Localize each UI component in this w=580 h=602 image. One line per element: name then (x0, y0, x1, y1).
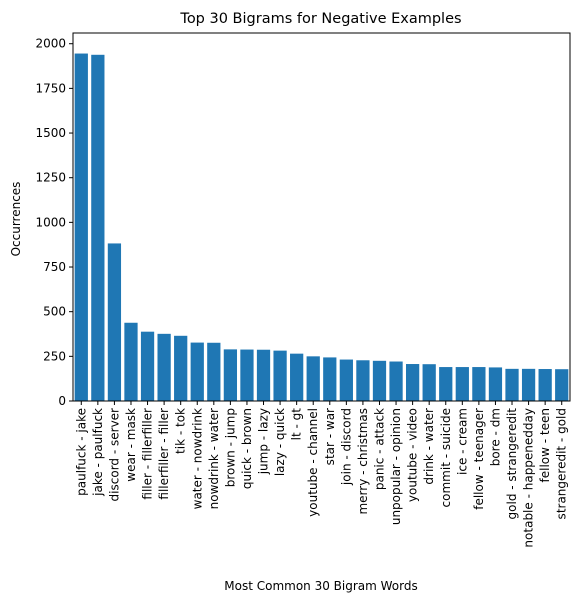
x-tick-label: youtube - channel (306, 408, 320, 517)
bar (307, 356, 320, 401)
bar (539, 369, 552, 401)
bars-group (75, 54, 569, 401)
bar (124, 323, 137, 401)
bar (91, 55, 104, 401)
x-tick-label: join - discord (339, 408, 353, 486)
x-axis-label: Most Common 30 Bigram Words (224, 579, 417, 593)
x-tick-label: jake - paulfuck (91, 408, 105, 497)
x-tick-label: drink - water (422, 408, 436, 485)
bar (108, 243, 121, 401)
x-tick-label: youtube - video (406, 408, 420, 502)
bar (273, 351, 286, 401)
x-tick-label: water - nowdrink (190, 408, 204, 509)
x-tick-label: quick - brown (240, 408, 254, 489)
bar (555, 369, 568, 401)
x-tick-label: paulfuck - jake (74, 408, 88, 496)
bar (224, 349, 237, 401)
x-tick-label: star - war (323, 408, 337, 465)
chart-title: Top 30 Bigrams for Negative Examples (179, 11, 461, 27)
bar (141, 332, 154, 401)
y-tick-label: 750 (43, 260, 66, 274)
x-tick-label: merry - christmas (356, 408, 370, 515)
bar (207, 343, 220, 401)
x-tick-label: notable - happenedday (522, 408, 536, 548)
bar (340, 360, 353, 401)
y-tick-label: 500 (43, 305, 66, 319)
bar (257, 350, 270, 401)
x-tick-label: fellow - teenager (472, 408, 486, 510)
bar (240, 350, 253, 401)
bar (356, 360, 369, 401)
y-tick-label: 1500 (35, 126, 66, 140)
x-tick-label: tik - tok (174, 408, 188, 454)
bar (75, 54, 88, 401)
bar (406, 364, 419, 401)
bar (157, 334, 170, 401)
bar (423, 364, 436, 401)
y-tick-label: 1750 (35, 81, 66, 95)
x-tick-label: lazy - quick (273, 408, 287, 476)
bar (174, 336, 187, 401)
x-tick-label: jump - lazy (257, 408, 271, 475)
bar (323, 357, 336, 401)
y-tick-label: 0 (58, 394, 66, 408)
bar (191, 343, 204, 401)
x-tick-label: bore - dm (488, 408, 502, 466)
x-tick-label: gold - strangeredit (505, 408, 519, 520)
x-axis: paulfuck - jake jake - paulfuck discord - … (74, 401, 568, 548)
bar (439, 367, 452, 401)
x-tick-label: nowdrink - water (207, 408, 221, 509)
y-tick-label: 1000 (35, 215, 66, 229)
y-tick-label: 1250 (35, 171, 66, 185)
x-tick-label: wear - mask (124, 408, 138, 482)
x-tick-label: unpopular - opinion (389, 408, 403, 525)
x-tick-label: panic - attack (372, 408, 386, 490)
x-tick-label: strangeredit - gold (555, 408, 569, 519)
x-tick-label: discord - server (107, 408, 121, 501)
x-tick-label: lt - gt (290, 408, 304, 441)
y-tick-label: 2000 (35, 37, 66, 51)
x-tick-label: filler - fillerfiller (141, 408, 155, 500)
bar (522, 369, 535, 401)
bar (456, 367, 469, 401)
y-axis: 0 250 500 750 1000 1250 1500 1750 2000 (35, 37, 73, 408)
bar (489, 367, 502, 401)
x-tick-label: fellow - teen (538, 408, 552, 482)
bar (505, 369, 518, 401)
y-axis-label: Occurrences (9, 182, 23, 257)
bar (290, 354, 303, 401)
bar (472, 367, 485, 401)
bar (389, 362, 402, 401)
y-tick-label: 250 (43, 349, 66, 363)
bar (373, 361, 386, 401)
x-tick-label: commit - suicide (439, 408, 453, 507)
x-tick-label: ice - cream (455, 408, 469, 475)
x-tick-label: brown - jump (223, 408, 237, 487)
x-tick-label: fillerfiller - filler (157, 408, 171, 500)
